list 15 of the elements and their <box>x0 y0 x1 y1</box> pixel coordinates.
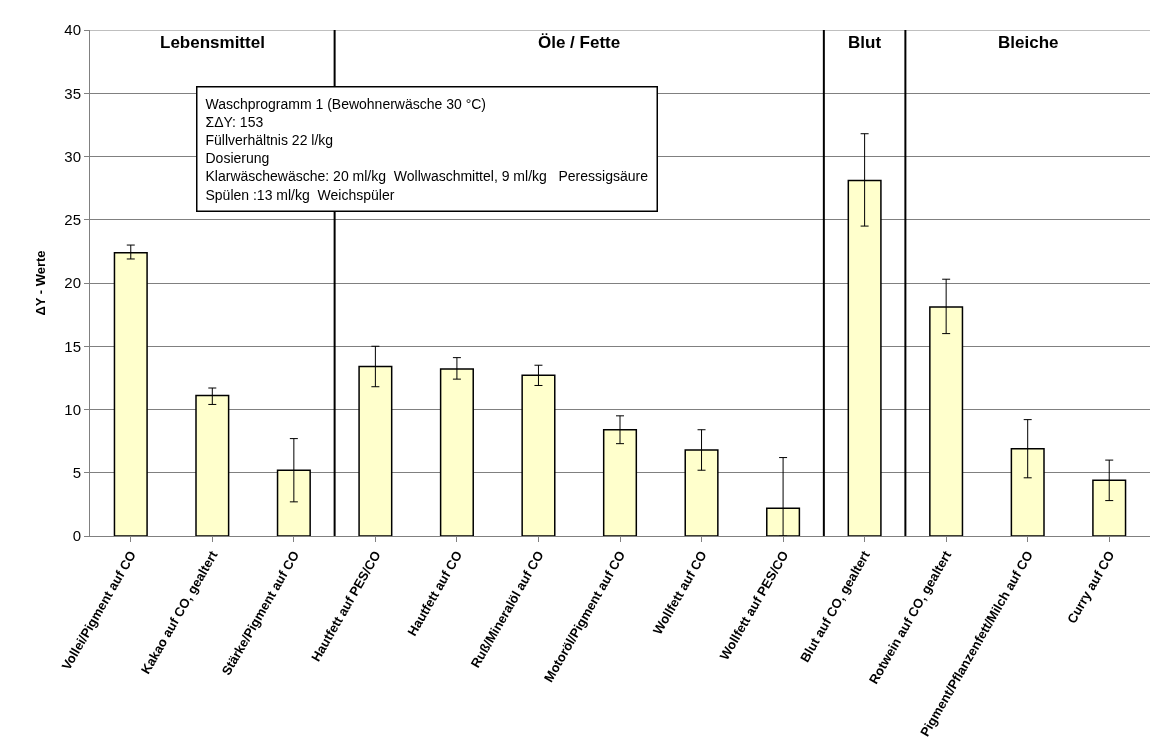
y-tick-label: 20 <box>64 274 81 292</box>
annotation: Blut <box>848 33 882 52</box>
y-tick-label: 25 <box>64 211 81 228</box>
y-tick-label: 35 <box>64 84 81 102</box>
y-tick-label: 0 <box>72 527 81 545</box>
y-tick-label: 30 <box>64 147 81 165</box>
annotation: Bleiche <box>998 33 1059 52</box>
y-tick-label: 15 <box>64 337 81 355</box>
y-tick-label: 10 <box>64 400 81 418</box>
y-axis-title: ΔY - Werte <box>33 250 49 316</box>
y-tick-label: 5 <box>72 464 81 481</box>
annotation: Lebensmittel <box>160 33 265 52</box>
y-tick-label: 40 <box>64 21 81 39</box>
annotation: Öle / Fette <box>538 33 621 52</box>
annotation: Waschprogramm 1 (Bewohnerwäsche 30 °C) ΣΔY: 153 Füllverhältnis 22 l/kg Dosierung Klarwäschewäsche: 20 ml/kg Wollwaschmittel, 9 ml/kg Peressigsäure Spülen :13 ml/kg Weichspüler <box>205 95 649 203</box>
